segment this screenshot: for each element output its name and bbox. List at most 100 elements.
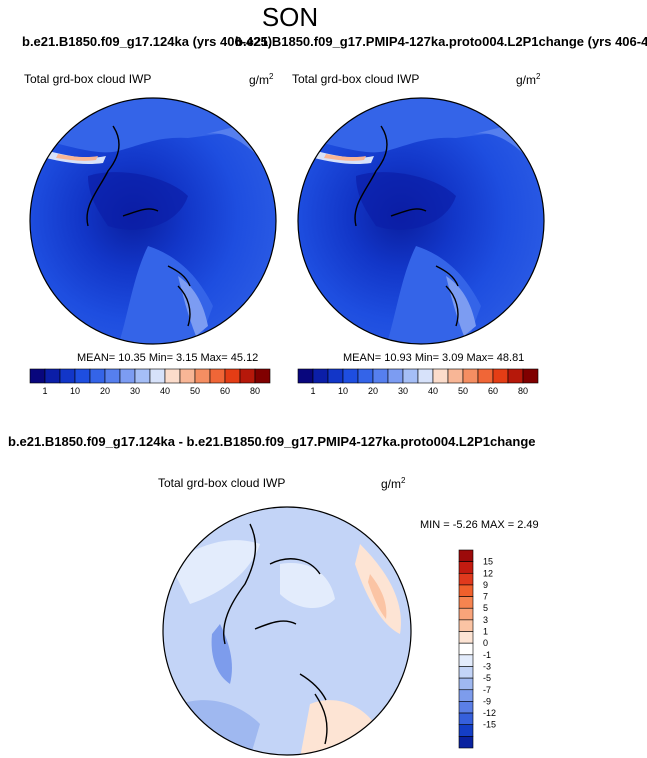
diff-colorbar-box — [458, 689, 474, 702]
panel-b-colorbar-box — [432, 368, 449, 384]
panel-b-colorbar-label: 80 — [518, 386, 528, 396]
panel-b-colorbar: 1 10 20 30 40 50 60 80 — [297, 368, 539, 396]
diff-colorbar-label: 15 — [483, 557, 493, 567]
panel-a-colorbar-box — [239, 368, 256, 384]
diff-colorbar-label: -12 — [483, 708, 496, 718]
panel-b-colorbar-box — [417, 368, 434, 384]
diff-colorbar-label: 0 — [483, 638, 488, 648]
diff-colorbar-label: -5 — [483, 673, 491, 683]
diff-colorbar-box — [458, 607, 474, 621]
panel-a-colorbar-box — [104, 368, 121, 384]
panel-b-field-scand — [446, 276, 476, 336]
panel-b-colorbar-box — [387, 368, 404, 384]
panel-a-colorbar-box — [89, 368, 106, 384]
panel-a-map-border — [29, 97, 277, 345]
panel-a-colorbar-label: 1 — [42, 386, 47, 396]
panel-a-colorbar-box — [224, 368, 241, 384]
panel-a-colorbar-box — [209, 368, 226, 384]
diff-units-base: g/m — [381, 477, 402, 491]
panel-a-variable-label: Total grd-box cloud IWP — [24, 72, 152, 86]
diff-colorbar-box — [458, 549, 474, 562]
diff-field-ne-peak — [368, 574, 387, 619]
panel-b-coastlines — [354, 125, 459, 327]
panel-b-variable-label: Total grd-box cloud IWP — [292, 72, 420, 86]
diff-colorbar-label: 12 — [483, 568, 493, 578]
panel-b-units-exp: 2 — [536, 72, 541, 81]
diff-stats: MIN = -5.26 MAX = 2.49 — [420, 519, 539, 531]
case-title-right: b.e21.B1850.f09_g17.PMIP4-127ka.proto004… — [235, 34, 647, 49]
diff-colorbar-box — [458, 572, 474, 586]
panel-b-colorbar-label: 40 — [428, 386, 438, 396]
panel-a-coastlines — [86, 125, 191, 327]
panel-b-peak-band — [324, 154, 366, 161]
panel-a-colorbar-box — [29, 368, 46, 384]
case-title-left: b.e21.B1850.f09_g17.124ka (yrs 406-425) — [22, 34, 273, 49]
diff-variable-label: Total grd-box cloud IWP — [158, 476, 286, 490]
season-title: SON — [261, 2, 319, 32]
diff-field — [163, 507, 411, 755]
panel-a-colorbar-label: 10 — [70, 386, 80, 396]
panel-b-colorbar-box — [327, 368, 344, 384]
panel-b-units: g/m2 — [516, 72, 540, 87]
panel-a-colorbar-box — [119, 368, 136, 384]
diff-field-west — [211, 624, 232, 684]
panel-b-colorbar-label: 1 — [310, 386, 315, 396]
diff-colorbar-label: 1 — [483, 627, 488, 637]
panel-b-map — [297, 97, 545, 345]
panel-a-colorbar-box — [179, 368, 196, 384]
diff-map — [162, 506, 412, 756]
panel-a-colorbar-label: 60 — [220, 386, 230, 396]
panel-a-colorbar: 1 10 20 30 40 50 60 80 — [29, 368, 271, 396]
panel-b-colorbar-box — [522, 368, 539, 384]
diff-colorbar-box — [458, 561, 474, 574]
panel-a-colorbar-box — [149, 368, 166, 384]
panel-a-colorbar-box — [74, 368, 91, 384]
diff-colorbar-box — [458, 642, 474, 656]
diff-colorbar-box — [458, 596, 474, 609]
diff-title: b.e21.B1850.f09_g17.124ka - b.e21.B1850.… — [8, 434, 536, 449]
diff-colorbar-label: -7 — [483, 685, 491, 695]
panel-b-field-arctic — [356, 172, 456, 230]
panel-a-field-scand — [178, 276, 208, 336]
panel-a-colorbar-label: 80 — [250, 386, 260, 396]
diff-colorbar-box — [458, 654, 474, 667]
diff-colorbar-label: 9 — [483, 580, 488, 590]
diff-colorbar-box — [458, 677, 474, 691]
diff-colorbar-label: -3 — [483, 661, 491, 671]
panel-b-colorbar-label: 20 — [368, 386, 378, 396]
diff-colorbar-label: -15 — [483, 720, 496, 730]
panel-b-colorbar-box — [462, 368, 479, 384]
panel-b-colorbar-box — [477, 368, 494, 384]
diff-colorbar-box — [458, 712, 474, 726]
diff-colorbar-label: 5 — [483, 603, 488, 613]
panel-b-colorbar-box — [312, 368, 329, 384]
panel-a-colorbar-box — [59, 368, 76, 384]
panel-a-colorbar-label: 30 — [130, 386, 140, 396]
diff-colorbar-label: 7 — [483, 592, 488, 602]
panel-a-colorbar-label: 50 — [190, 386, 200, 396]
panel-a-units-base: g/m — [249, 73, 270, 87]
panel-b-colorbar-box — [507, 368, 524, 384]
panel-b-colorbar-label: 60 — [488, 386, 498, 396]
panel-b-colorbar-box — [372, 368, 389, 384]
panel-b-colorbar-box — [447, 368, 464, 384]
diff-colorbar-box — [458, 584, 474, 597]
panel-b-colorbar-label: 10 — [338, 386, 348, 396]
panel-a-units-exp: 2 — [269, 72, 274, 81]
diff-field-center — [280, 563, 335, 609]
panel-b-units-base: g/m — [516, 73, 537, 87]
diff-colorbar-label: 3 — [483, 615, 488, 625]
panel-b-colorbar-label: 30 — [398, 386, 408, 396]
panel-a-units: g/m2 — [249, 72, 273, 87]
panel-a-colorbar-box — [134, 368, 151, 384]
diff-colorbar-box — [458, 701, 474, 714]
panel-b-colorbar-box — [492, 368, 509, 384]
panel-a-colorbar-box — [254, 368, 271, 384]
panel-a-colorbar-box — [164, 368, 181, 384]
panel-b-colorbar-box — [297, 368, 314, 384]
panel-b-colorbar-box — [357, 368, 374, 384]
diff-map-border — [162, 506, 412, 756]
diff-colorbar-box — [458, 619, 474, 632]
panel-b-map-border — [297, 97, 545, 345]
panel-b-stats: MEAN= 10.93 Min= 3.09 Max= 48.81 — [343, 352, 525, 364]
